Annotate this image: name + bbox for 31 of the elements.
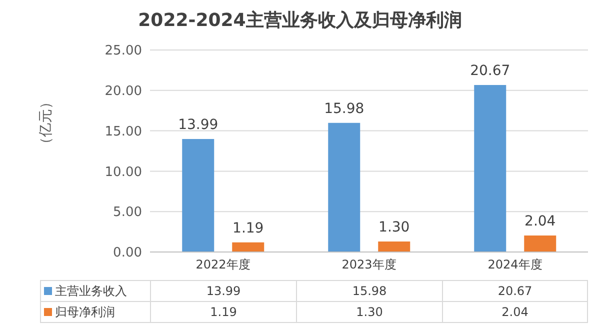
y-tick-label: 0.00 bbox=[113, 246, 142, 261]
text: 1.19 bbox=[232, 220, 264, 236]
data-label: 20.67 bbox=[442, 281, 588, 301]
y-tick-label: 10.00 bbox=[104, 164, 142, 180]
data-label: 1.30 bbox=[296, 302, 442, 322]
y-tick-label: 25.00 bbox=[104, 44, 142, 59]
y-tick-label: 20.00 bbox=[104, 84, 142, 100]
y-axis-title: （亿元） bbox=[38, 95, 54, 151]
x-tick-label: 2024年度 bbox=[488, 258, 542, 272]
x-tick-label: 2023年度 bbox=[342, 258, 396, 272]
text: 1.30 bbox=[378, 219, 410, 236]
data-label: 15.98 bbox=[296, 281, 442, 301]
legend-label: 主营业务收入 bbox=[55, 282, 127, 300]
y-tick-label: 5.00 bbox=[113, 205, 142, 220]
data-label: 2.04 bbox=[442, 302, 588, 322]
y-tick-label: 15.00 bbox=[104, 124, 142, 140]
bar bbox=[378, 241, 410, 252]
data-label: 1.19 bbox=[150, 302, 296, 322]
text: 15.98 bbox=[324, 100, 364, 117]
bar bbox=[328, 122, 360, 252]
legend-label: 归母净利润 bbox=[55, 304, 115, 320]
bar bbox=[232, 242, 264, 252]
x-tick-label: 2022年度 bbox=[196, 258, 250, 272]
chart-title: 2022-2024主营业务收入及归母净利润 bbox=[137, 9, 463, 32]
data-label: 13.99 bbox=[150, 281, 296, 301]
text: 13.99 bbox=[178, 116, 218, 133]
bar bbox=[182, 138, 214, 252]
bar bbox=[524, 236, 556, 252]
text: 20.67 bbox=[470, 62, 510, 79]
bar bbox=[474, 84, 506, 252]
text: 2.04 bbox=[524, 214, 556, 230]
